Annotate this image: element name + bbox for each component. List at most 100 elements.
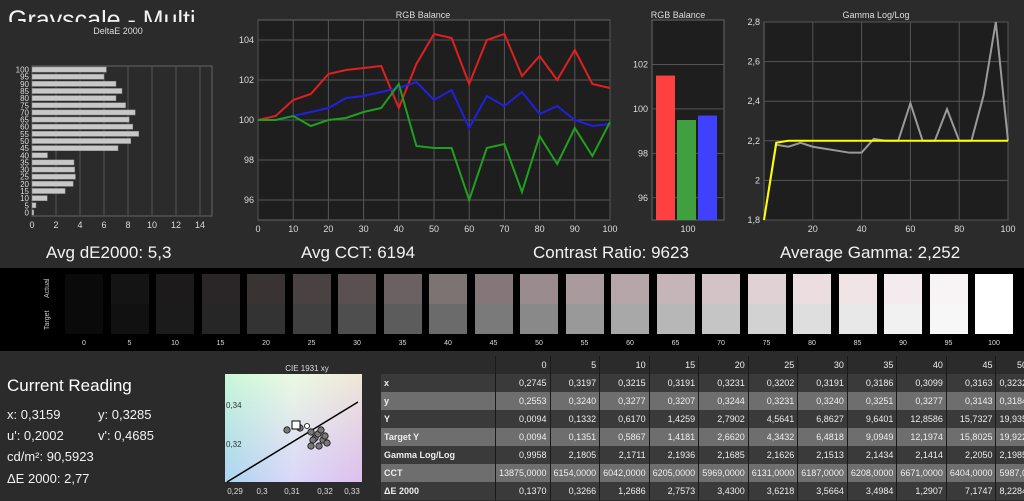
table-cell: 0,3207 [649,392,700,410]
table-cell: 2,1626 [748,446,799,464]
table-cell: 0,2745 [495,374,551,392]
actual-swatch [201,274,240,304]
table-cell: 2,6620 [698,428,749,446]
x-tick-label: 10 [288,224,298,234]
y-tick-label: 98 [638,148,648,158]
row-label: Y [381,410,496,428]
table-cell: 15,8025 [946,428,997,446]
swatch-column: 70 [702,274,740,347]
swatch-label: 40 [444,340,452,347]
measure-point [283,426,291,434]
swatch-label: 30 [353,340,361,347]
swatch-label: 55 [580,340,589,347]
row-label: ΔE 2000 [381,482,496,500]
rgb-series-line [258,81,611,204]
table-cell: 12,8586 [896,410,947,428]
y-tick-label: 10 [20,194,29,203]
y-tick-label: 96 [244,195,254,205]
table-cell: 0,3251 [847,392,898,410]
column-header: 30 [797,356,848,374]
x-tick-label: 100 [1000,224,1015,234]
table-cell: 2,7902 [698,410,749,428]
swatch-column: 0 [65,274,103,347]
table-row: Gamma Log/Log 0,9958 2,1805 2,1711 2,1936 2,1… [381,446,1024,464]
rgb-bar [698,115,717,220]
swatch-column: 100 [975,274,1013,347]
table-cell: 0,9958 [495,446,551,464]
x-tick-label: 6 [101,220,106,230]
target-swatch [884,304,922,334]
actual-swatch [110,274,149,304]
x-tick-label: 12 [171,220,181,230]
table-cell: 0,3277 [896,392,947,410]
delta-e-chart: DeltaE 2000 0 2 4 6 8 10 12 1405101520253035404… [8,22,218,240]
swatch-label: 0 [82,340,86,347]
chart-title: RGB Balance [651,10,706,20]
x-tick-label: 0 [29,220,34,230]
de-bar [31,152,48,159]
swatch-label: 35 [398,340,407,347]
target-swatch [338,304,376,334]
column-header: 50 [995,356,1024,374]
de-bar [31,138,132,144]
column-header: 40 [896,356,947,374]
actual-swatch [247,274,285,304]
table-cell: 1,4181 [649,428,700,446]
gamma-chart: Gamma Log/Log 1,8 2 2,2 2,4 2,6 2,8 20 40 60 80 10… [747,10,1015,234]
y-tick-label: 70 [20,108,29,117]
rgb-bar [656,75,675,220]
y-tick-label: 55 [20,130,29,139]
x-tick-label: 20 [323,224,333,234]
actual-swatch [929,274,968,304]
y-tick-label: 15 [20,187,29,196]
rgb-series-line [257,32,611,121]
y-tick-label: 102 [239,75,254,85]
table-row: ΔE 2000 0,1370 0,3266 1,2686 2,7573 3,4300 3,6… [381,482,1024,500]
y-tick-label: 5 [25,201,30,210]
measure-point [307,442,315,450]
de-bar [31,181,74,187]
table-cell: 0,3240 [550,392,601,410]
target-swatch [975,304,1013,334]
de-bar [31,131,140,137]
swatch-label: 90 [899,340,907,347]
chart-title: Gamma Log/Log [842,10,909,20]
table-row: x 0,2745 0,3197 0,3215 0,3191 0,3231 0,3202 0,3… [381,374,1024,392]
y-tick-label: 100 [239,115,254,125]
swatch-column: 40 [429,274,467,347]
y-tick-label: 0 [25,208,30,217]
y-tick-label: 35 [20,158,29,167]
x-tick-label: 10 [147,220,157,230]
swatch-label: 95 [944,340,953,347]
swatch-column: 45 [474,274,513,347]
y-tick-label: 98 [244,155,254,165]
avg-de-stat: Avg dE2000: 5,3 [46,243,172,262]
table-cell: 0,3232 [995,374,1024,392]
reading-cd: cd/m²: 90,5923 [7,449,94,464]
table-cell: 2,1414 [896,446,947,464]
table-cell: 6154,0000 [550,464,601,482]
actual-swatch [793,274,831,304]
x-tick-label: 0,31 [284,487,300,496]
table-cell: 0,3143 [946,392,997,410]
swatch-column: 20 [247,274,285,347]
target-swatch [65,304,103,334]
x-tick-label: 20 [808,224,818,234]
rgb-series-line [258,80,611,131]
de-bar [31,116,130,123]
table-cell: 19,935 [995,410,1024,428]
table-cell: 2,1805 [550,446,601,464]
swatch-label: 70 [717,340,725,347]
x-tick-label: 0 [255,224,260,234]
actual-swatch [65,274,103,304]
y-tick-label: 45 [20,144,29,153]
target-swatch [656,304,695,334]
column-header: 45 [946,356,997,374]
rgb-bar [677,120,696,220]
table-cell: 2,2050 [946,446,997,464]
table-cell: 3,4984 [847,482,898,500]
table-cell: 0,3277 [599,392,650,410]
x-tick-label: 40 [394,224,404,234]
table-cell: 0,3184 [995,392,1024,410]
swatch-label: 80 [808,340,816,347]
